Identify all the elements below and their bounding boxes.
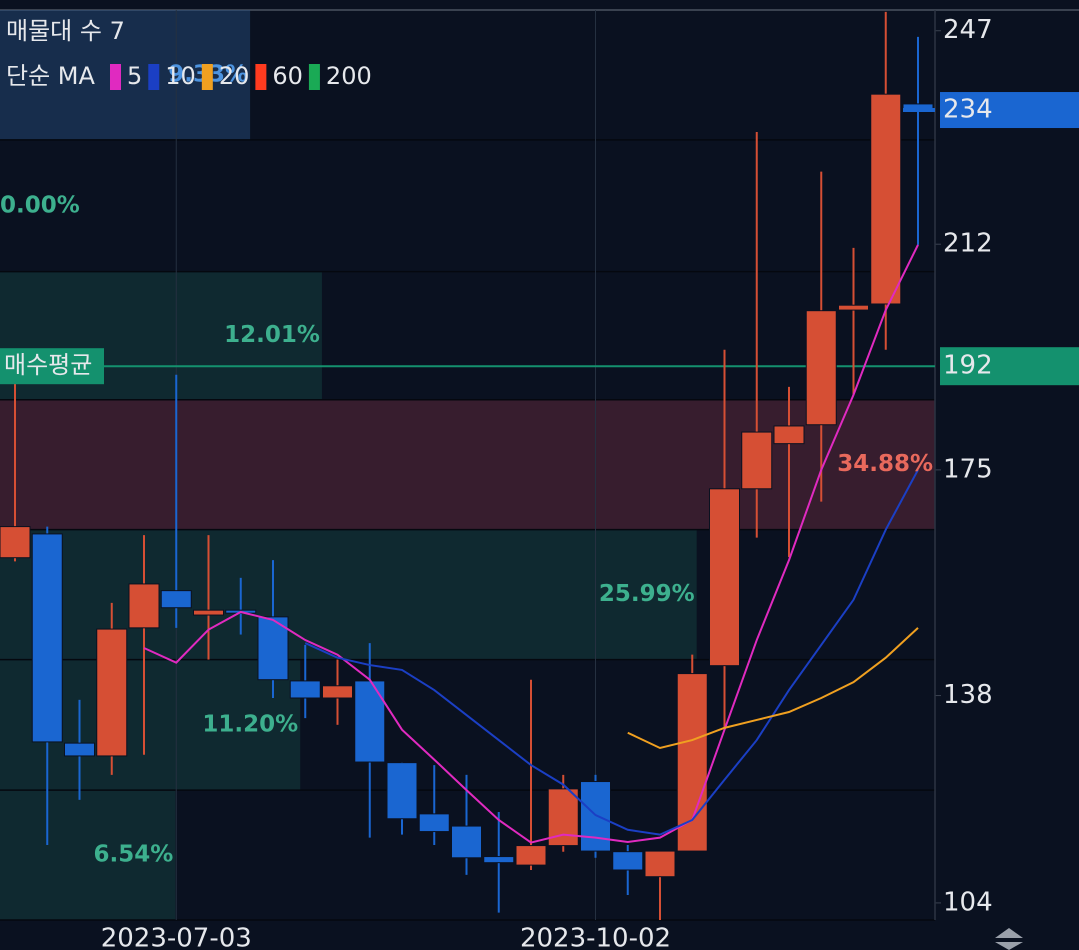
ma-label: 단순 MA xyxy=(6,62,95,90)
current-price: 234 xyxy=(943,95,993,125)
candle-body xyxy=(870,93,902,305)
candle-body xyxy=(709,488,740,667)
candle-body xyxy=(612,851,644,871)
average-tag xyxy=(0,348,104,385)
ma-line xyxy=(143,244,919,844)
candle-body xyxy=(386,762,418,820)
legend-swatch xyxy=(110,64,121,90)
candle-body xyxy=(64,742,95,757)
candle-body xyxy=(741,431,773,490)
ma-line xyxy=(304,469,919,836)
candle-body xyxy=(773,425,805,445)
y-tick-label: 138 xyxy=(943,680,993,710)
candle-body xyxy=(289,680,321,699)
volume-label: 11.20% xyxy=(202,711,298,737)
candle-body xyxy=(838,304,869,311)
legend-swatch xyxy=(148,64,160,90)
volume-bar xyxy=(0,790,176,920)
candle-body xyxy=(418,813,450,833)
candle-body xyxy=(676,673,708,852)
legend-item: 20 xyxy=(219,62,250,90)
x-tick-label: 2023-10-02 xyxy=(520,924,671,950)
candle-body xyxy=(805,310,837,426)
y-tick-label: 104 xyxy=(943,887,993,917)
candle-body xyxy=(483,856,515,864)
volume-label: 0.00% xyxy=(0,192,80,218)
candle-body xyxy=(160,590,192,609)
y-tick-label: 175 xyxy=(943,454,993,484)
average-price-box xyxy=(940,347,1079,386)
volume-bar xyxy=(0,399,935,530)
scroll-icon[interactable] xyxy=(995,928,1023,950)
candle-body xyxy=(96,628,128,757)
average-price: 192 xyxy=(943,351,993,381)
legend-item: 60 xyxy=(272,62,303,90)
candle-body xyxy=(257,616,289,681)
candle-body xyxy=(580,781,611,852)
candle-body xyxy=(0,526,31,559)
candle-body xyxy=(31,533,63,743)
volume-label: 25.99% xyxy=(599,581,695,607)
legend-swatch xyxy=(255,64,267,90)
volume-label: 6.54% xyxy=(94,842,174,868)
candle-body xyxy=(128,583,160,629)
candle-body xyxy=(193,609,224,616)
volume-label: 12.01% xyxy=(224,322,320,348)
y-tick-label: 247 xyxy=(943,15,993,45)
candle-body xyxy=(515,845,547,866)
average-label: 매수평균 xyxy=(4,351,92,379)
x-tick-label: 2023-07-03 xyxy=(101,924,252,950)
legend-item: 5 xyxy=(127,62,142,90)
ma-line xyxy=(627,627,919,750)
candle-body xyxy=(354,680,386,763)
candle-body xyxy=(644,850,676,878)
current-price-box xyxy=(940,92,1079,129)
candle-body xyxy=(451,825,482,859)
legend-item: 10 xyxy=(165,62,196,90)
candle-body xyxy=(322,685,353,699)
legend-swatch xyxy=(308,64,320,90)
legend-item: 200 xyxy=(326,62,372,90)
y-tick-label: 212 xyxy=(943,229,993,259)
volume-label: 34.88% xyxy=(837,451,933,477)
legend-title: 매물대 수 7 xyxy=(6,17,125,45)
legend-swatch xyxy=(201,64,213,90)
